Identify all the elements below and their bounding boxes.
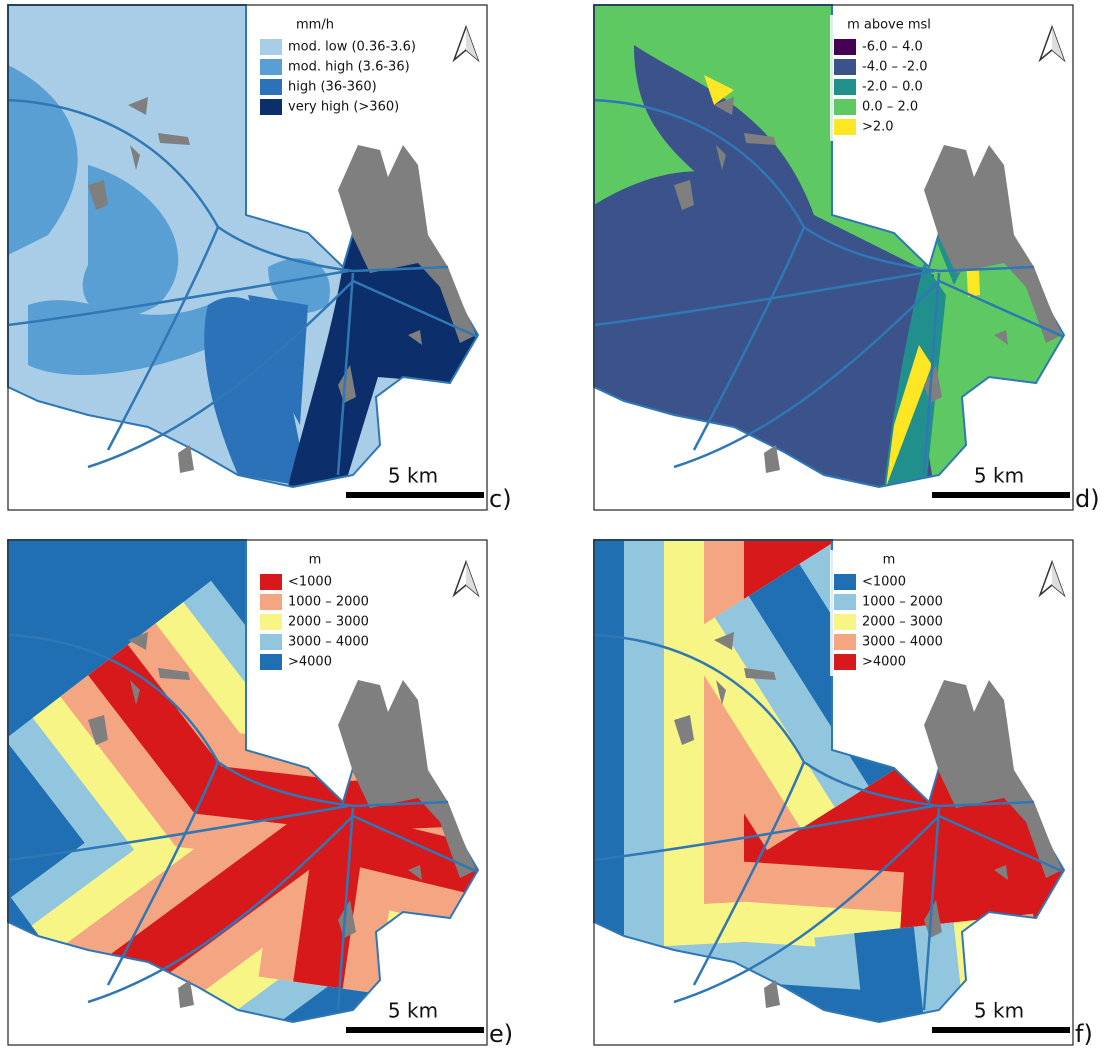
- map-panel: m <1000 1000 – 2000 2000 – 3000 3000 – 4000 >…: [8, 540, 513, 1048]
- legend-swatch: [260, 654, 282, 670]
- legend-swatch: [834, 39, 856, 55]
- legend-swatch: [834, 59, 856, 75]
- panel-label: e): [489, 1020, 513, 1048]
- legend-label: 1000 – 2000: [288, 595, 369, 610]
- legend-swatch: [834, 574, 856, 590]
- legend-swatch: [834, 654, 856, 670]
- legend-label: >4000: [862, 655, 906, 670]
- scale-label: 5 km: [974, 999, 1024, 1023]
- legend-title: m: [883, 553, 896, 568]
- legend-swatch: [260, 614, 282, 630]
- legend-swatch: [834, 634, 856, 650]
- legend-box: [256, 550, 431, 676]
- legend-label: >2.0: [862, 120, 894, 135]
- scale-label: 5 km: [388, 999, 438, 1023]
- panel-label: d): [1075, 485, 1100, 513]
- legend-label: 3000 – 4000: [862, 635, 943, 650]
- map-panel: mm/h mod. low (0.36-3.6) mod. high (3.6-36…: [8, 5, 512, 513]
- legend-label: 2000 – 3000: [862, 615, 943, 630]
- legend-swatch: [260, 39, 282, 55]
- legend-label: >4000: [288, 655, 332, 670]
- legend-title: mm/h: [296, 18, 334, 33]
- legend-label: mod. high (3.6-36): [288, 60, 410, 75]
- panel-label: c): [489, 485, 512, 513]
- legend-label: <1000: [862, 575, 906, 590]
- legend-swatch: [260, 574, 282, 590]
- legend-label: -6.0 – 4.0: [862, 40, 923, 55]
- legend-label: very high (>360): [288, 100, 399, 115]
- legend-label: 2000 – 3000: [288, 615, 369, 630]
- legend-box: [830, 15, 1005, 141]
- legend-title: m: [309, 553, 322, 568]
- legend-label: 0.0 – 2.0: [862, 100, 918, 115]
- scale-label: 5 km: [974, 464, 1024, 488]
- legend-swatch: [260, 99, 282, 115]
- legend-label: -2.0 – 0.0: [862, 80, 923, 95]
- legend-label: <1000: [288, 575, 332, 590]
- legend-swatch: [834, 594, 856, 610]
- scale-bar: [346, 492, 484, 498]
- map-panel: m <1000 1000 – 2000 2000 – 3000 3000 – 4000 >…: [594, 540, 1093, 1048]
- legend-swatch: [260, 594, 282, 610]
- legend-swatch: [260, 634, 282, 650]
- legend-label: 1000 – 2000: [862, 595, 943, 610]
- figure: mm/h mod. low (0.36-3.6) mod. high (3.6-36…: [0, 0, 1108, 1050]
- scale-label: 5 km: [388, 464, 438, 488]
- scale-bar: [932, 1027, 1070, 1033]
- legend-swatch: [834, 79, 856, 95]
- zone: [594, 171, 934, 487]
- legend-swatch: [834, 119, 856, 135]
- legend-label: mod. low (0.36-3.6): [288, 40, 416, 55]
- legend-label: 3000 – 4000: [288, 635, 369, 650]
- legend-label: -4.0 – -2.0: [862, 60, 928, 75]
- legend-box: [830, 550, 1005, 676]
- panel-label: f): [1075, 1020, 1093, 1048]
- legend-swatch: [260, 59, 282, 75]
- scale-bar: [932, 492, 1070, 498]
- legend-swatch: [834, 99, 856, 115]
- legend-swatch: [834, 614, 856, 630]
- map-panel: m above msl -6.0 – 4.0 -4.0 – -2.0 -2.0 – 0…: [594, 5, 1100, 513]
- legend-label: high (36-360): [288, 80, 377, 95]
- scale-bar: [346, 1027, 484, 1033]
- legend-swatch: [260, 79, 282, 95]
- legend-title: m above msl: [847, 18, 931, 33]
